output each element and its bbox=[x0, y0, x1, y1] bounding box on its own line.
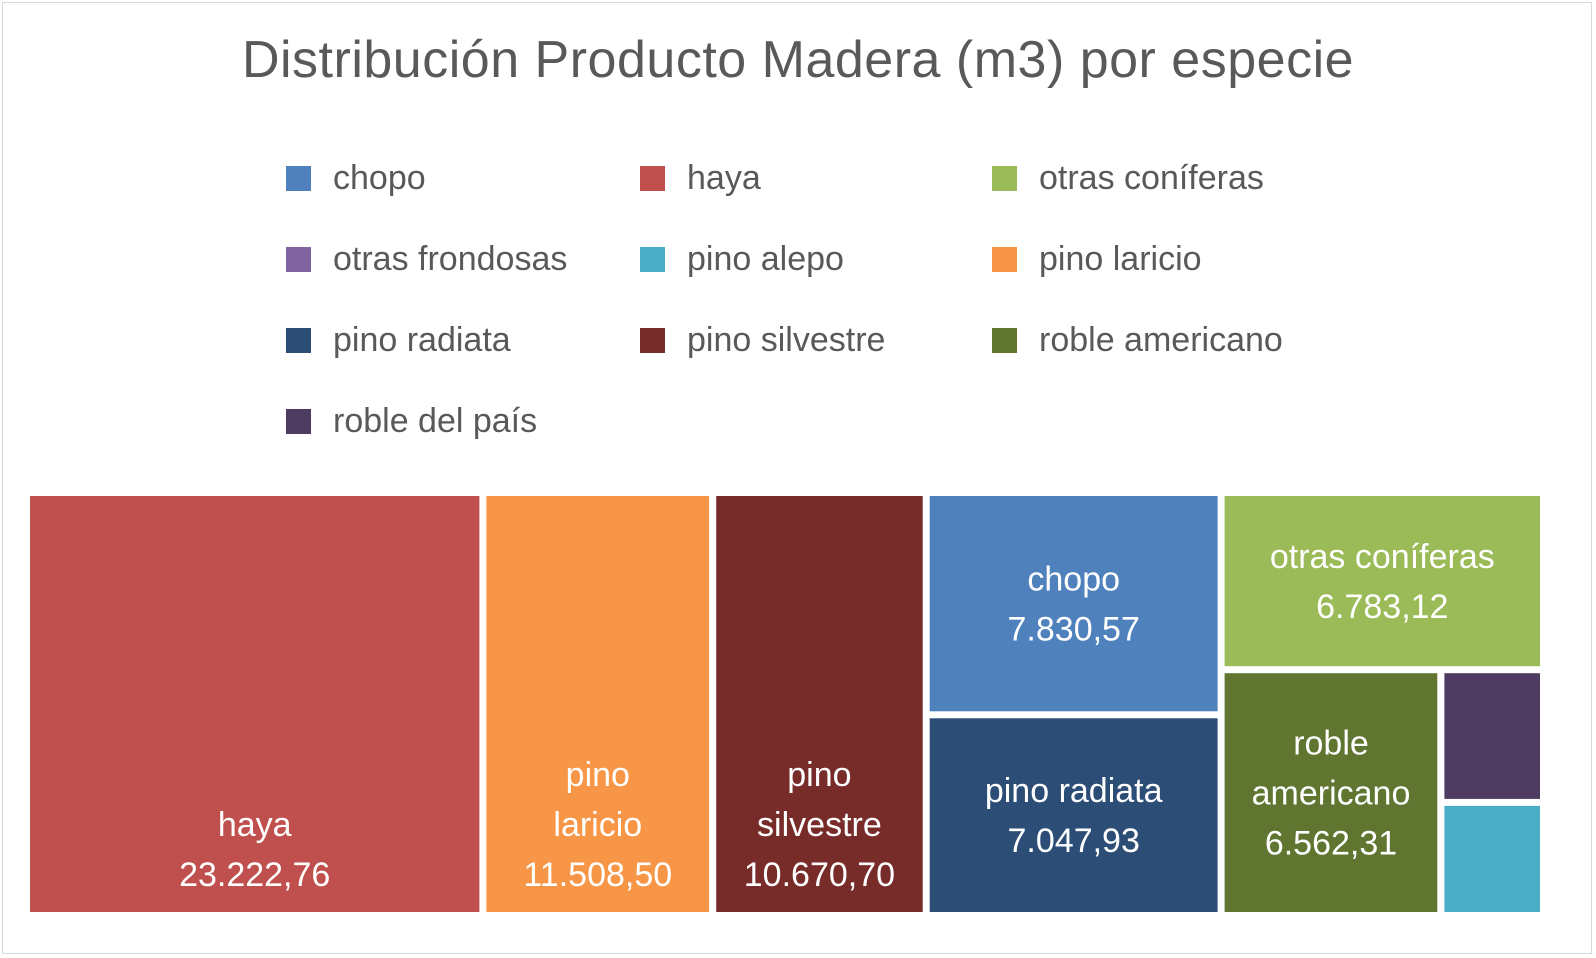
tile-category-label: haya bbox=[218, 806, 292, 844]
legend-item-otras-frondosas: otras frondosas bbox=[286, 239, 567, 279]
treemap-tile-roble-americano bbox=[1224, 673, 1438, 912]
tile-category-label: roble bbox=[1293, 725, 1369, 763]
legend-label: pino alepo bbox=[687, 239, 844, 278]
legend-label: roble del país bbox=[333, 401, 538, 440]
legend-label: pino radiata bbox=[333, 320, 511, 359]
treemap-tile-otras-coníferas bbox=[1224, 496, 1540, 667]
legend-swatch bbox=[640, 165, 665, 191]
tile-value-label: 23.222,76 bbox=[179, 856, 330, 894]
legend-item-pino-radiata: pino radiata bbox=[286, 320, 511, 360]
tile-value-label: 6.783,12 bbox=[1316, 588, 1448, 626]
legend-swatch bbox=[640, 327, 665, 353]
tile-category-label: silvestre bbox=[757, 806, 882, 844]
legend-swatch bbox=[640, 246, 665, 272]
legend-swatch bbox=[286, 408, 311, 434]
legend-item-pino-silvestre: pino silvestre bbox=[640, 320, 885, 360]
legend-label: otras coníferas bbox=[1039, 158, 1264, 197]
legend-label: otras frondosas bbox=[333, 239, 568, 278]
tile-category-label: pino radiata bbox=[985, 772, 1163, 810]
treemap-tile-roble-del-país bbox=[1444, 673, 1540, 799]
legend-item-chopo: chopo bbox=[286, 158, 426, 198]
chart-legend: chopo haya otras coníferas otras frondosas p… bbox=[286, 158, 1366, 458]
legend-swatch bbox=[992, 327, 1017, 353]
legend-item-pino-laricio: pino laricio bbox=[992, 239, 1202, 279]
tile-category-label: otras coníferas bbox=[1270, 538, 1495, 576]
treemap-tile-chopo bbox=[929, 496, 1218, 712]
legend-item-roble-americano: roble americano bbox=[992, 320, 1283, 360]
legend-swatch bbox=[992, 165, 1017, 191]
tile-value-label: 7.830,57 bbox=[1008, 611, 1140, 649]
legend-item-haya: haya bbox=[640, 158, 761, 198]
tile-value-label: 11.508,50 bbox=[523, 856, 672, 894]
chart-title: Distribución Producto Madera (m3) por es… bbox=[241, 31, 1355, 89]
legend-label: roble americano bbox=[1039, 320, 1283, 359]
legend-swatch bbox=[286, 165, 311, 191]
treemap-tile-pino-radiata bbox=[929, 718, 1218, 912]
treemap-tile-pino-silvestre bbox=[716, 496, 923, 912]
tile-value-label: 10.670,70 bbox=[744, 856, 895, 894]
legend-label: chopo bbox=[333, 158, 426, 197]
tile-category-label: americano bbox=[1252, 775, 1411, 813]
legend-swatch bbox=[286, 246, 311, 272]
tile-category-label: chopo bbox=[1027, 561, 1120, 599]
legend-item-pino-alepo: pino alepo bbox=[640, 239, 844, 279]
legend-label: pino silvestre bbox=[687, 320, 886, 359]
legend-item-otras-coníferas: otras coníferas bbox=[992, 158, 1264, 198]
treemap-tile-pino-laricio bbox=[486, 496, 710, 912]
legend-swatch bbox=[286, 327, 311, 353]
tile-category-label: pino bbox=[566, 756, 630, 794]
tile-category-label: laricio bbox=[553, 806, 642, 844]
treemap-tile-haya bbox=[30, 496, 480, 912]
legend-swatch bbox=[992, 246, 1017, 272]
treemap-tile-pino-alepo bbox=[1444, 805, 1540, 912]
legend-label: haya bbox=[687, 158, 761, 197]
tile-category-label: pino bbox=[787, 756, 851, 794]
legend-item-roble-del-país: roble del país bbox=[286, 401, 537, 441]
legend-label: pino laricio bbox=[1039, 239, 1202, 278]
tile-value-label: 7.047,93 bbox=[1008, 822, 1140, 860]
tile-value-label: 6.562,31 bbox=[1265, 825, 1397, 863]
